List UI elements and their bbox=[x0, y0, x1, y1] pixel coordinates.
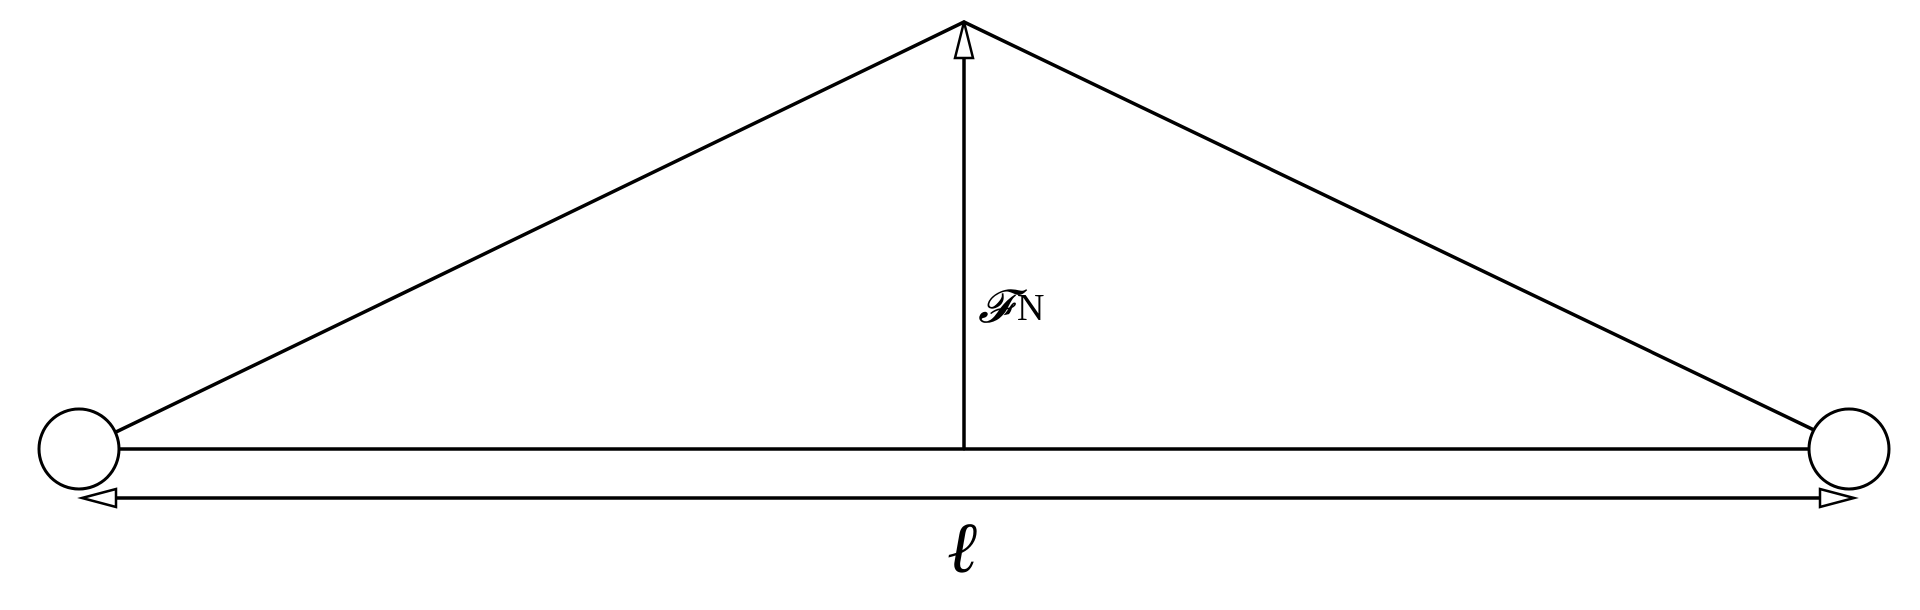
span-arrow-head-right bbox=[1818, 487, 1859, 509]
force-arrow-head bbox=[953, 21, 975, 60]
span-symbol-label: ℓ bbox=[947, 505, 977, 589]
span-arrow-head-left bbox=[77, 487, 118, 509]
left-rafter bbox=[114, 20, 966, 434]
right-joint bbox=[1807, 407, 1891, 491]
left-joint bbox=[37, 407, 121, 491]
right-rafter bbox=[962, 20, 1816, 432]
force-unit-label: N bbox=[1017, 287, 1044, 329]
